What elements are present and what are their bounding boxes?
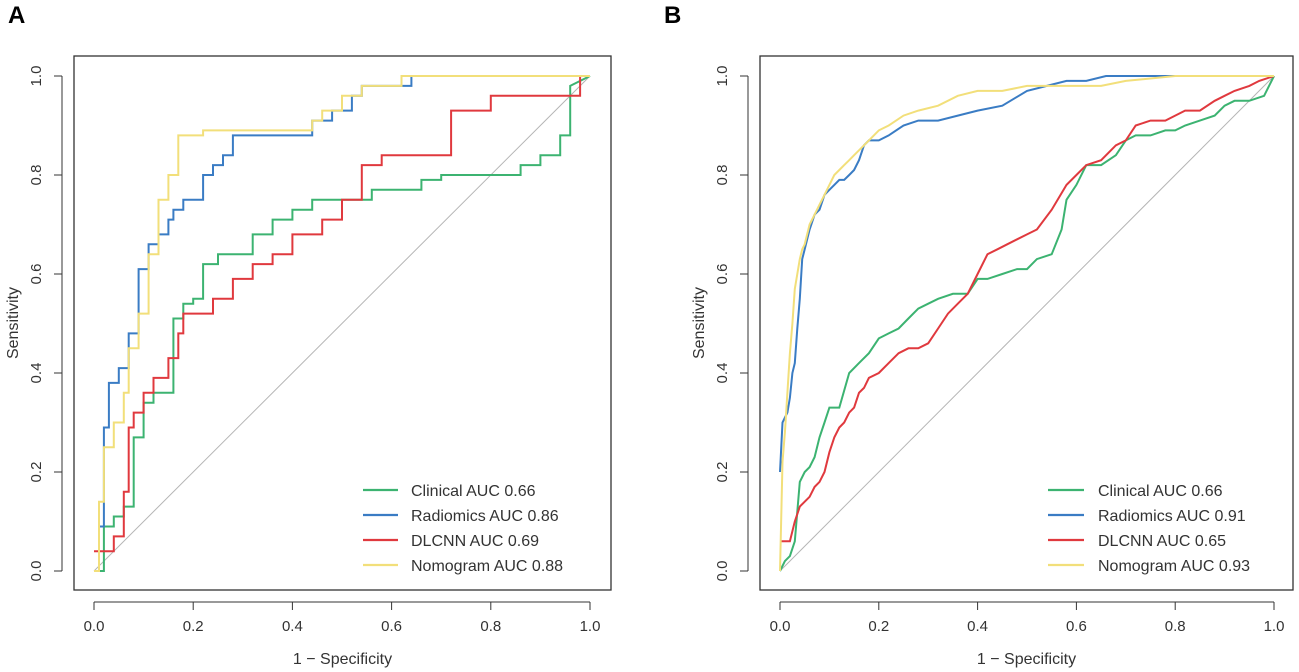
panel-b-y-tick-label: 0.2	[714, 462, 731, 483]
panel-a-legend-label-clinical: Clinical AUC 0.66	[411, 483, 536, 500]
panel-a-x-tick-label: 0.4	[282, 618, 303, 635]
panel-b-x-tick-label: 0.4	[967, 618, 988, 635]
panel-a-x-tick-label: 0.6	[381, 618, 402, 635]
panel-a-diagonal-reference	[93, 75, 591, 572]
panel-a-x-tick-label: 0.2	[183, 618, 204, 635]
panel-a-legend: Clinical AUC 0.66 Radiomics AUC 0.86 DLCNN…	[363, 483, 563, 575]
panel-b-legend: Clinical AUC 0.66 Radiomics AUC 0.91 DLCNN…	[1048, 483, 1250, 575]
panel-b-plot-frame	[759, 55, 1294, 591]
panel-a-x-axis-title: 1 − Specificity	[293, 651, 392, 668]
panel-b-y-tick-label: 0.8	[714, 165, 731, 186]
panel-a-y-tick-label: 0.0	[28, 561, 45, 582]
panel-b-diagonal-reference	[779, 75, 1275, 572]
panel-b-x-tick-label: 0.8	[1165, 618, 1186, 635]
panel-a-y-tick-label: 0.2	[28, 462, 45, 483]
panel-a-y-tick-label: 0.8	[28, 165, 45, 186]
panel-b-series-line-nomogram	[779, 75, 1274, 572]
panel-b-series-line-clinical	[779, 75, 1275, 572]
panel-b-legend-label-nomogram: Nomogram AUC 0.93	[1098, 558, 1250, 575]
panel-a-y-tick-label: 1.0	[28, 66, 45, 87]
panel-b-y-tick-label: 0.0	[714, 561, 731, 582]
panel-label-a: A	[8, 2, 26, 29]
panel-a-x-tick-label: 0.0	[84, 618, 105, 635]
panel-b-y-tick-label: 0.4	[714, 363, 731, 384]
panel-b-x-axis-title: 1 − Specificity	[977, 651, 1076, 668]
panel-a-chart: 0.0 0.2 0.4 0.6 0.8 1.0 0.0 0.2 0.4 0.6 0.8 1.0 1 − …	[5, 55, 612, 668]
panel-a-y-axis-title: Sensitivity	[5, 287, 22, 359]
panel-a-series-line-radiomics	[94, 75, 590, 572]
panel-a-series-line-dlcnn	[94, 75, 590, 553]
panel-a-legend-label-nomogram: Nomogram AUC 0.88	[411, 558, 563, 575]
panel-label-b: B	[664, 2, 682, 29]
panel-b-x-tick-label: 1.0	[1264, 618, 1285, 635]
panel-b-x-tick-label: 0.0	[770, 618, 791, 635]
panel-a-legend-label-radiomics: Radiomics AUC 0.86	[411, 508, 559, 525]
panel-b-legend-label-radiomics: Radiomics AUC 0.91	[1098, 508, 1246, 525]
panel-b-y-tick-label: 0.6	[714, 264, 731, 285]
panel-a-legend-label-dlcnn: DLCNN AUC 0.69	[411, 533, 539, 550]
panel-a-y-tick-label: 0.4	[28, 363, 45, 384]
panel-b-y-axis-title: Sensitivity	[691, 287, 708, 359]
panel-b-legend-label-dlcnn: DLCNN AUC 0.65	[1098, 533, 1226, 550]
panel-a-series-line-nomogram	[94, 75, 590, 572]
panel-b-series-line-radiomics	[779, 75, 1274, 473]
panel-b-legend-label-clinical: Clinical AUC 0.66	[1098, 483, 1223, 500]
panel-b-x-tick-label: 0.6	[1066, 618, 1087, 635]
panel-a-y-tick-label: 0.6	[28, 264, 45, 285]
panel-b-y-tick-label: 1.0	[714, 66, 731, 87]
panel-b-x-tick-label: 0.2	[868, 618, 889, 635]
panel-b-chart: 0.0 0.2 0.4 0.6 0.8 1.0 0.0 0.2 0.4 0.6 0.8 1.0 1 − …	[691, 55, 1294, 668]
panel-b-series-line-dlcnn	[780, 75, 1275, 543]
panel-a-plot-frame	[73, 55, 612, 591]
panel-a-x-tick-label: 1.0	[580, 618, 601, 635]
panel-a-series-line-clinical	[94, 75, 591, 572]
panel-a-x-tick-label: 0.8	[480, 618, 501, 635]
